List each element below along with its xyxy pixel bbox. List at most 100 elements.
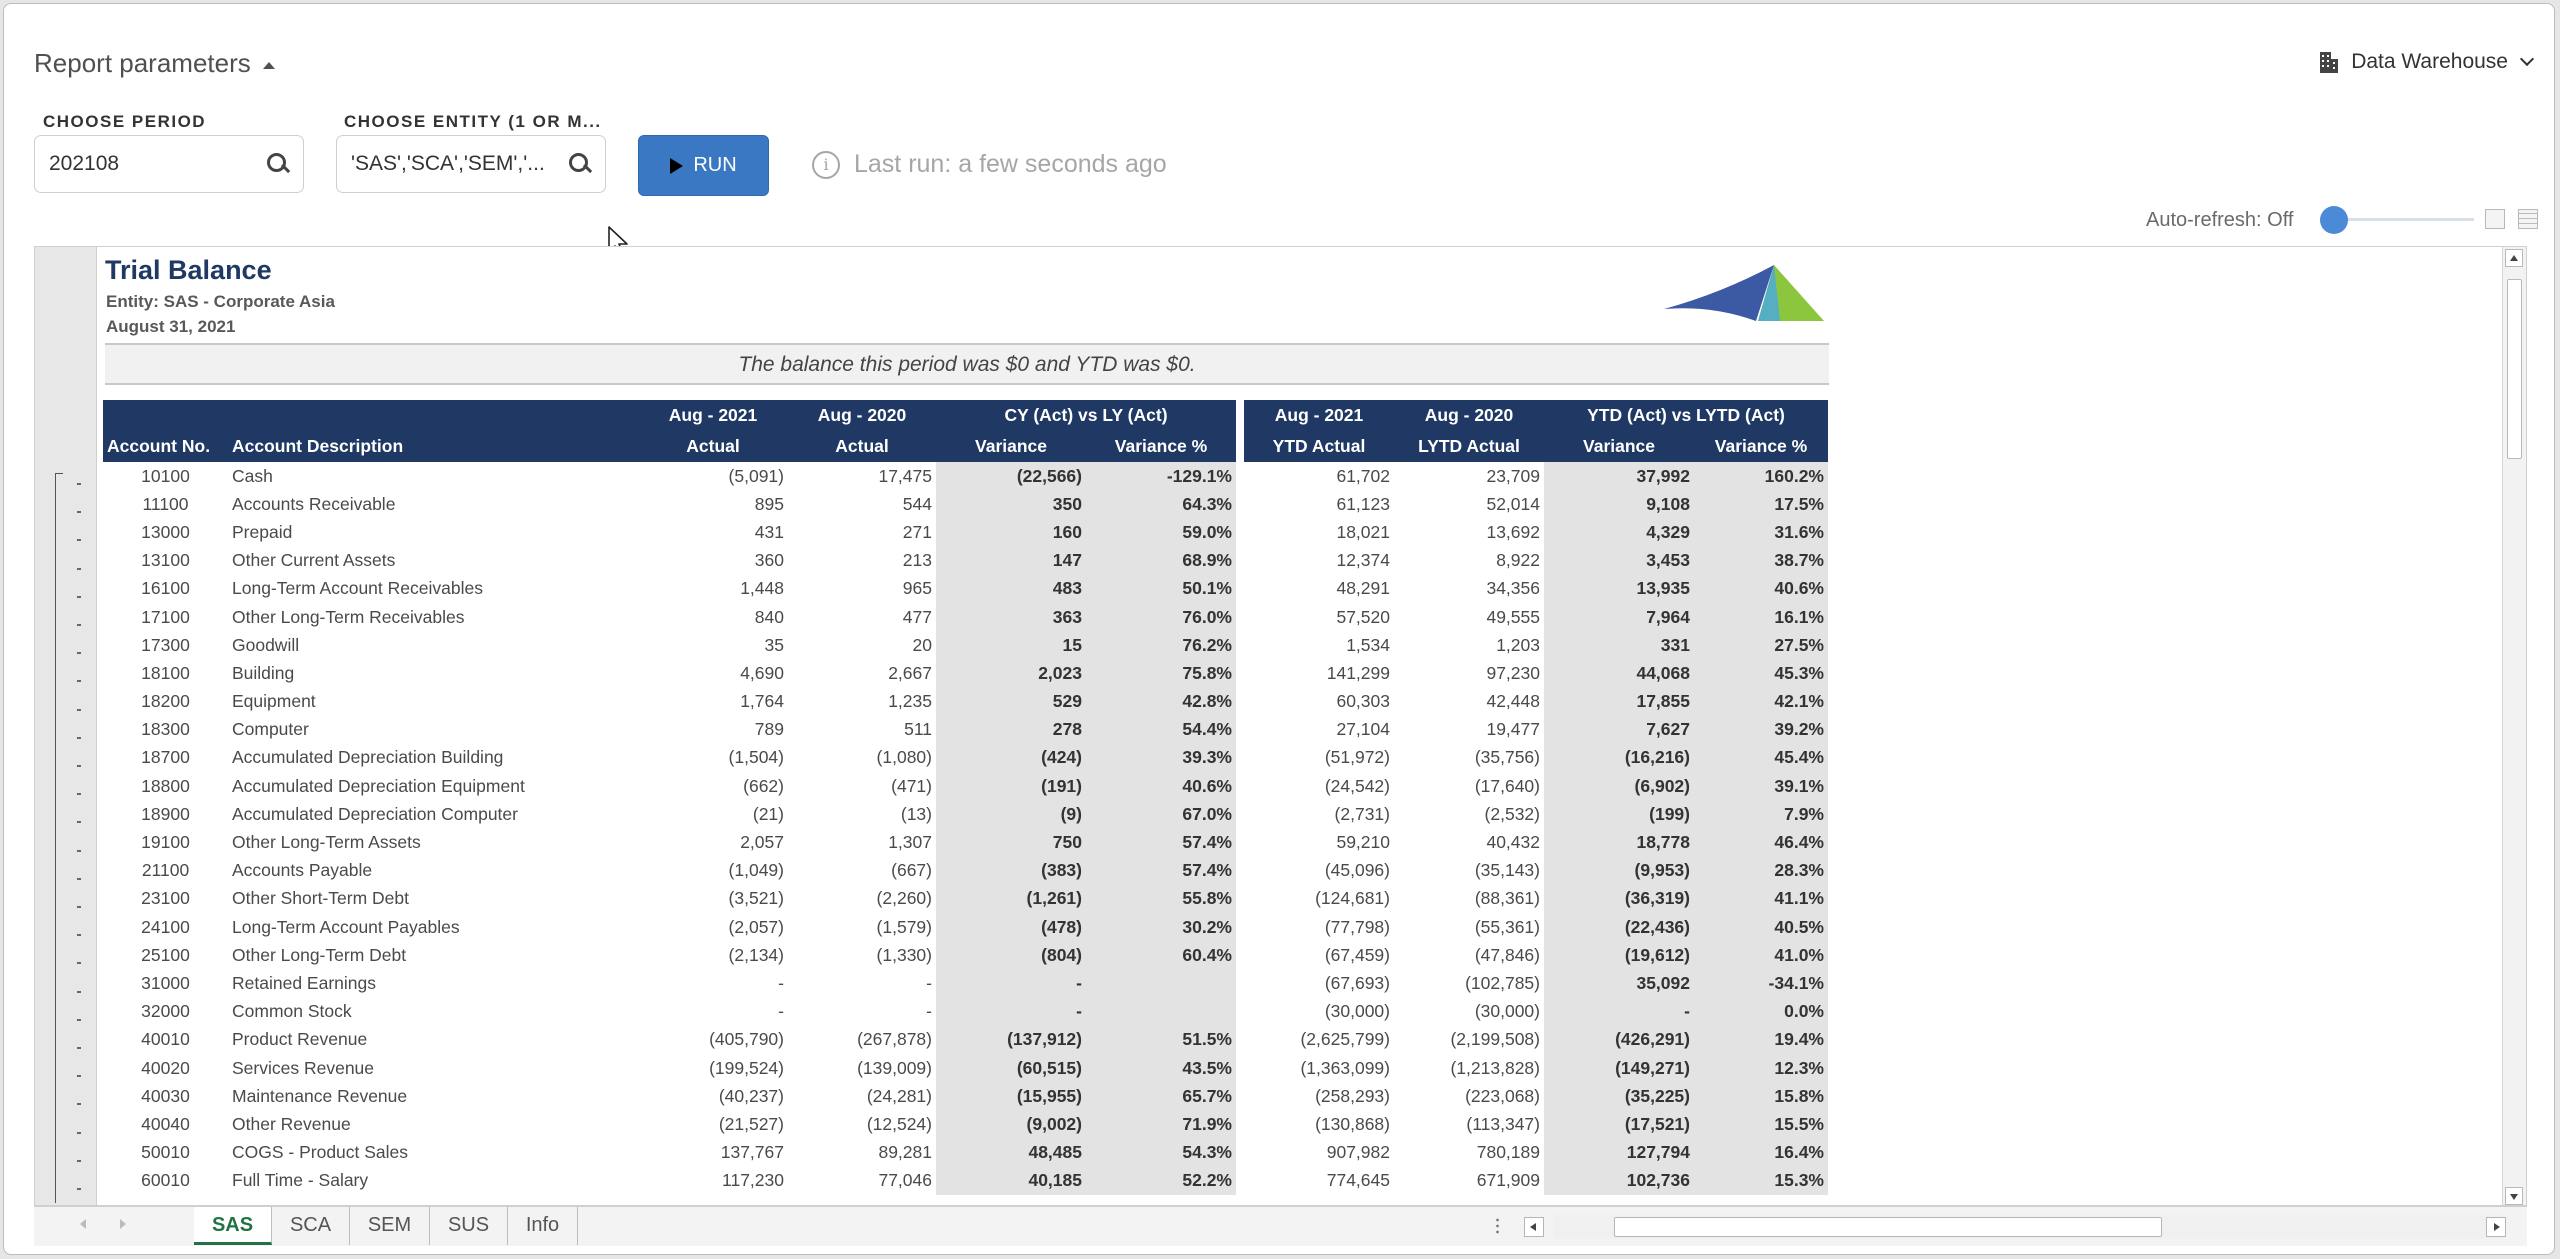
table-cell: 39.1% bbox=[1694, 772, 1828, 801]
gap-cell bbox=[1236, 1110, 1244, 1139]
gap-cell bbox=[1236, 772, 1244, 801]
table-cell: 40040 bbox=[141, 1113, 190, 1134]
table-cell: (1,579) bbox=[876, 916, 932, 937]
table-cell: 477 bbox=[902, 606, 932, 627]
scroll-left-button[interactable] bbox=[1524, 1217, 1544, 1237]
gap-cell bbox=[1236, 462, 1244, 491]
table-cell: (804) bbox=[936, 941, 1086, 970]
scroll-down-button[interactable] bbox=[2505, 1187, 2523, 1205]
auto-refresh-track[interactable] bbox=[2334, 218, 2474, 221]
data-source-selector[interactable]: Data Warehouse bbox=[2319, 50, 2535, 74]
outline-bracket[interactable] bbox=[55, 473, 63, 1203]
table-cell: 840 bbox=[754, 606, 784, 627]
data-source-label: Data Warehouse bbox=[2351, 50, 2508, 73]
table-cell: (47,846) bbox=[1474, 944, 1540, 965]
table-cell: Computer bbox=[232, 719, 309, 740]
table-cell: Full Time - Salary bbox=[232, 1170, 369, 1191]
table-cell: - bbox=[926, 1001, 932, 1022]
scroll-right-button[interactable] bbox=[2486, 1217, 2506, 1237]
vertical-scrollbar[interactable] bbox=[2502, 247, 2526, 1205]
table-cell: (258,293) bbox=[1315, 1085, 1390, 1106]
table-row: 60010 Full Time - Salary 117,230 77,046 40,1… bbox=[103, 1166, 1828, 1195]
table-cell: 34,356 bbox=[1486, 578, 1540, 599]
table-cell: (9,002) bbox=[936, 1110, 1086, 1139]
header-ytd-vs-lytd: YTD (Act) vs LYTD (Act) bbox=[1544, 400, 1828, 431]
table-cell: 2,667 bbox=[888, 662, 932, 683]
table-cell: - bbox=[1544, 997, 1694, 1026]
run-button[interactable]: RUN bbox=[638, 135, 769, 196]
tab-splitter-handle[interactable] bbox=[1496, 1217, 1499, 1235]
table-cell: 40030 bbox=[141, 1085, 190, 1106]
table-cell: 76.0% bbox=[1086, 602, 1236, 632]
sheet-tab-sca[interactable]: SCA bbox=[272, 1207, 350, 1245]
gap-cell bbox=[1236, 941, 1244, 970]
outline-row-marker bbox=[77, 765, 81, 767]
search-icon[interactable] bbox=[569, 153, 591, 175]
table-cell: (1,330) bbox=[876, 944, 932, 965]
table-cell: 780,189 bbox=[1476, 1142, 1540, 1163]
outline-row-marker bbox=[77, 483, 81, 485]
table-cell: Prepaid bbox=[232, 521, 293, 542]
table-row: 18300 Computer 789 511 278 54.4% 27,104 19,477 7… bbox=[103, 715, 1828, 744]
vertical-scroll-thumb[interactable] bbox=[2507, 279, 2522, 459]
table-cell: 18300 bbox=[141, 719, 190, 740]
table-cell: 54.4% bbox=[1086, 715, 1236, 744]
table-cell: 64.3% bbox=[1086, 490, 1236, 519]
table-cell: Accounts Receivable bbox=[232, 493, 396, 514]
outline-row-marker bbox=[77, 736, 81, 739]
table-cell: 54.3% bbox=[1086, 1138, 1236, 1167]
table-cell: (12,524) bbox=[866, 1113, 932, 1134]
table-cell: 71.9% bbox=[1086, 1110, 1236, 1139]
gap-cell bbox=[1236, 574, 1244, 603]
entity-field[interactable]: 'SAS','SCA','SEM','... bbox=[336, 135, 606, 193]
collapse-icon[interactable] bbox=[2485, 209, 2505, 229]
search-icon[interactable] bbox=[267, 153, 289, 175]
scroll-up-button[interactable] bbox=[2505, 249, 2523, 267]
auto-refresh-toggle[interactable] bbox=[2320, 206, 2348, 234]
report-parameters-toggle[interactable]: Report parameters bbox=[34, 48, 275, 79]
sheet-tab-bar: SAS SCA SEM SUS Info bbox=[34, 1206, 2527, 1246]
table-cell: Accumulated Depreciation Building bbox=[232, 747, 504, 768]
table-row: 18200 Equipment 1,764 1,235 529 42.8% 60,303 42… bbox=[103, 687, 1828, 716]
table-cell: (102,785) bbox=[1465, 972, 1540, 993]
sheet-tab-sus[interactable]: SUS bbox=[430, 1207, 508, 1245]
period-label: CHOOSE PERIOD bbox=[43, 112, 207, 131]
header-account-desc: Account Description bbox=[228, 431, 638, 462]
table-cell: 16.1% bbox=[1694, 602, 1828, 632]
table-cell: (137,912) bbox=[936, 1025, 1086, 1054]
prev-sheet-icon[interactable] bbox=[80, 1219, 86, 1229]
table-cell: 57.4% bbox=[1086, 828, 1236, 857]
table-cell: (2,625,799) bbox=[1300, 1029, 1390, 1050]
report-entity: Entity: SAS - Corporate Asia bbox=[106, 292, 335, 311]
table-cell: 60,303 bbox=[1336, 691, 1390, 712]
table-cell: 1,534 bbox=[1346, 634, 1390, 655]
table-cell: 11100 bbox=[142, 493, 189, 514]
sheet-tab-sem[interactable]: SEM bbox=[350, 1207, 430, 1245]
sheet-tab-info[interactable]: Info bbox=[508, 1207, 578, 1245]
table-cell: (3,521) bbox=[728, 888, 784, 909]
next-sheet-icon[interactable] bbox=[120, 1219, 126, 1229]
table-cell: 15 bbox=[936, 631, 1086, 660]
table-cell: 48,291 bbox=[1336, 578, 1390, 599]
sheet-tab-sas[interactable]: SAS bbox=[194, 1207, 272, 1245]
table-cell: 89,281 bbox=[878, 1142, 932, 1163]
table-cell: - bbox=[936, 969, 1086, 998]
gap-cell bbox=[1236, 1025, 1244, 1054]
period-field[interactable]: 202108 bbox=[34, 135, 304, 193]
table-cell: (424) bbox=[936, 743, 1086, 773]
table-cell: 1,203 bbox=[1496, 634, 1540, 655]
table-cell: 13000 bbox=[141, 521, 190, 542]
table-cell: 49,555 bbox=[1486, 606, 1540, 627]
table-cell: (30,000) bbox=[1324, 1001, 1390, 1022]
table-cell: 31.6% bbox=[1694, 518, 1828, 547]
play-icon bbox=[670, 157, 684, 174]
table-cell: (5,091) bbox=[728, 465, 784, 486]
header-aug-2021: Aug - 2021 bbox=[638, 400, 788, 431]
gap-cell bbox=[1236, 800, 1244, 829]
outline-row-marker bbox=[77, 708, 81, 711]
table-cell: 117,230 bbox=[722, 1170, 784, 1191]
gap-cell bbox=[1236, 1082, 1244, 1111]
grid-icon[interactable] bbox=[2518, 209, 2538, 229]
horizontal-scroll-thumb[interactable] bbox=[1614, 1217, 2162, 1237]
outline-row-marker bbox=[77, 1047, 81, 1049]
